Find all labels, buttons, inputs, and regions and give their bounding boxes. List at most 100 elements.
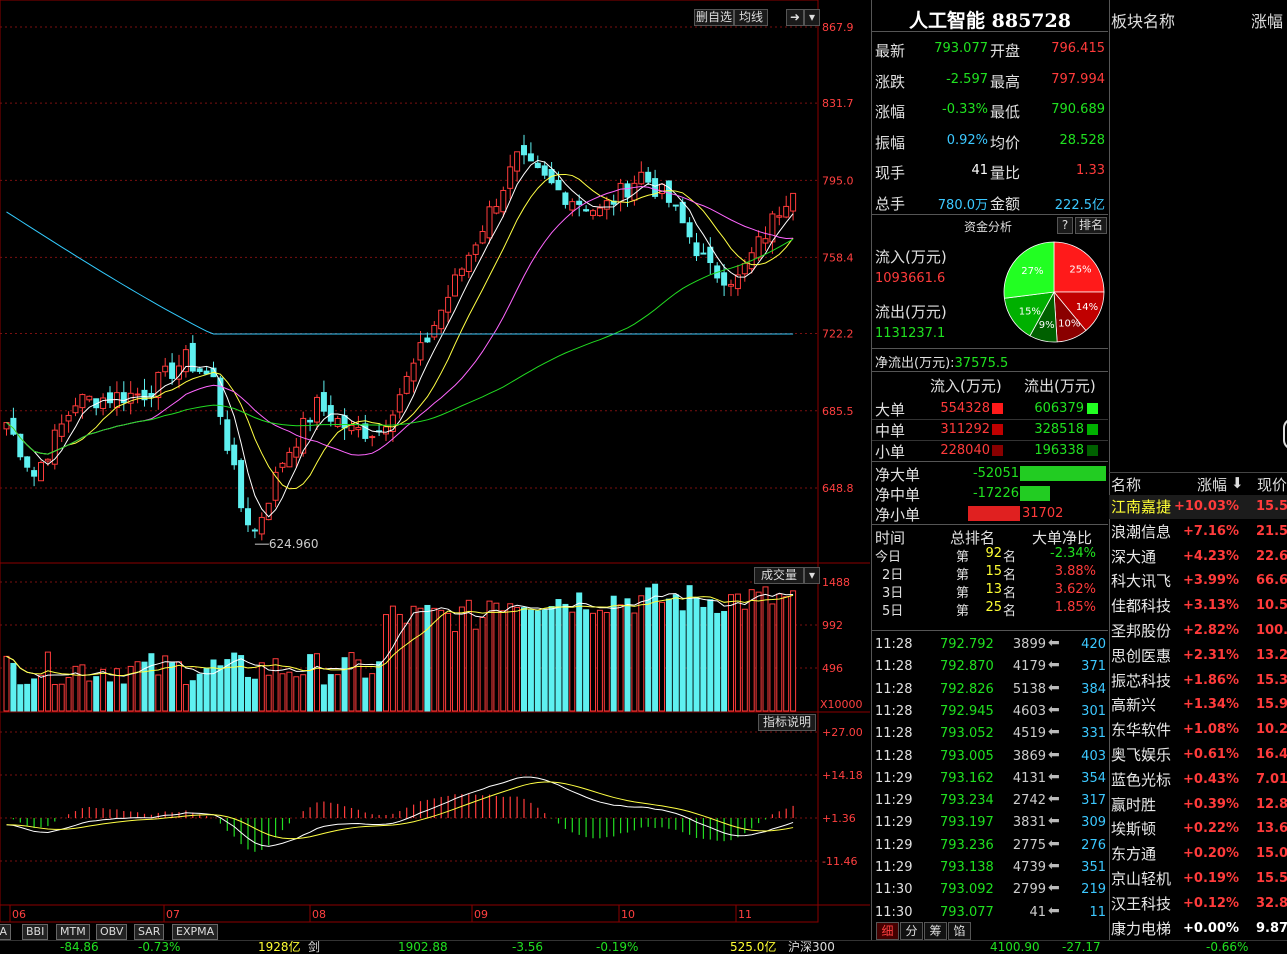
- sector-stock-row[interactable]: 康力电梯 +0.00% 9.87: [1109, 917, 1287, 941]
- sector-stock-row[interactable]: 高新兴 +1.34% 15.94: [1109, 693, 1287, 717]
- detail-tab[interactable]: 馅: [948, 922, 971, 940]
- chart-area[interactable]: 867.9 831.7 795.0 758.4 722.2 685.5 648.8 624.9…: [0, 0, 870, 940]
- candle-body: [527, 153, 534, 162]
- volume-title-button[interactable]: 成交量: [754, 567, 804, 584]
- candle-body: [790, 192, 797, 212]
- volume-bar: [279, 673, 286, 712]
- tick-time: 11:28: [875, 637, 913, 652]
- quote-label: 涨幅: [875, 103, 906, 121]
- tick-volume: 4603: [1012, 703, 1046, 719]
- price-tick-label: 648.8: [822, 482, 854, 495]
- net-label: 净大单: [875, 466, 921, 484]
- fund-pie-chart: 25% 14% 10%9% 15% 27%: [1003, 241, 1105, 343]
- indicator-tab[interactable]: BBI: [22, 924, 49, 940]
- quote-value: 797.994: [1051, 71, 1105, 87]
- candle-body: [659, 183, 665, 195]
- tick-count: 351: [1081, 860, 1106, 875]
- volume-bar: [583, 609, 590, 712]
- price-tick-label: 722.2: [822, 328, 854, 341]
- candle-body: [24, 456, 31, 468]
- volume-bar: [617, 604, 624, 712]
- sector-stock-row[interactable]: 思创医惠 +2.31% 13.29: [1109, 644, 1287, 668]
- ma-line: [6, 173, 794, 490]
- sector-stock-row[interactable]: 科大讯飞 +3.99% 66.67: [1109, 569, 1287, 593]
- sector-stock-row[interactable]: 佳都科技 +3.13% 10.53: [1109, 594, 1287, 618]
- sector-stock-row[interactable]: 埃斯顿 +0.22% 13.67: [1109, 817, 1287, 841]
- volume-bar: [231, 652, 238, 712]
- arrow-left-icon: ⬅: [1048, 746, 1060, 763]
- ma-line: [6, 238, 794, 455]
- tick-count: 384: [1081, 681, 1106, 697]
- tick-count: 371: [1081, 659, 1106, 675]
- del-watch-button[interactable]: 删自选: [694, 9, 734, 26]
- chevron-down-icon[interactable]: ▾: [804, 9, 820, 26]
- detail-tab[interactable]: 筹: [924, 922, 947, 940]
- volume-bar: [51, 684, 58, 712]
- sector-stock-row[interactable]: 汉王科技 +0.12% 32.87: [1109, 892, 1287, 916]
- pie-label: 15%: [1019, 307, 1041, 318]
- stock-change: +2.31%: [1183, 647, 1239, 663]
- candle-body: [403, 375, 410, 394]
- col-change[interactable]: 涨幅: [1197, 476, 1228, 494]
- volume-menu-icon[interactable]: ▾: [804, 567, 820, 584]
- stock-change: +0.20%: [1183, 846, 1239, 862]
- tick-time: 11:29: [875, 815, 913, 831]
- nav-arrow-button[interactable]: ➜: [786, 9, 804, 26]
- quote-row: 总手 780.0万 金额 222.5亿: [872, 189, 1108, 217]
- status-value: 4100.90: [990, 940, 1040, 954]
- sector-stock-row[interactable]: 蓝色光标 +0.43% 7.01: [1109, 768, 1287, 792]
- detail-tab[interactable]: 细: [876, 922, 899, 940]
- sector-stock-row[interactable]: 东华软件 +1.08% 10.27: [1109, 718, 1287, 742]
- candle-body: [679, 201, 686, 224]
- tick-count: 331: [1081, 726, 1106, 742]
- volume-bar: [238, 655, 245, 712]
- indicator-tab[interactable]: SAR: [134, 924, 165, 940]
- col-price[interactable]: 现价: [1257, 476, 1287, 494]
- sector-stock-row[interactable]: 浪潮信息 +7.16% 21.59: [1109, 520, 1287, 544]
- indicator-tab[interactable]: MA: [0, 924, 12, 940]
- candle-body: [217, 377, 224, 417]
- tick-price: 793.092: [940, 882, 994, 898]
- arrow-left-icon: ⬅: [1048, 791, 1060, 808]
- volume-bar: [348, 652, 355, 712]
- stock-name: 思创医惠: [1111, 646, 1172, 665]
- fund-analysis-tab[interactable]: 资金分析: [964, 220, 1013, 234]
- candle-body: [617, 182, 624, 203]
- sector-stock-row[interactable]: 振芯科技 +1.86% 15.32: [1109, 669, 1287, 693]
- quote-row: 涨跌 -2.597 最高 797.994: [872, 67, 1108, 95]
- indicator-tab[interactable]: EXPMA: [172, 924, 219, 940]
- detail-tab[interactable]: 分: [900, 922, 923, 940]
- col-name[interactable]: 名称: [1111, 476, 1142, 494]
- sector-stock-row[interactable]: 赢时胜 +0.39% 12.87: [1109, 793, 1287, 817]
- indicator-tab[interactable]: OBV: [96, 924, 128, 940]
- stock-price: 12.87: [1256, 796, 1287, 812]
- volume-bar: [31, 678, 38, 712]
- ma-line-button[interactable]: 均线: [734, 9, 768, 26]
- stock-change: +0.19%: [1183, 871, 1239, 886]
- sector-stock-row[interactable]: 东方通 +0.20% 15.09: [1109, 842, 1287, 866]
- candle-body: [707, 246, 714, 264]
- rank-number: 25: [985, 600, 1002, 615]
- rank-button[interactable]: 排名: [1075, 217, 1107, 234]
- candle-body: [141, 389, 148, 401]
- sector-stock-row[interactable]: 江南嘉捷+10.03% 15.58: [1109, 495, 1287, 519]
- volume-bar: [741, 608, 748, 712]
- indicator-tab[interactable]: MTM: [56, 924, 90, 940]
- candle-body: [645, 171, 652, 183]
- indicator-help-button[interactable]: 指标说明: [758, 714, 816, 731]
- sector-stock-row[interactable]: 奥飞娱乐 +0.61% 16.40: [1109, 743, 1287, 767]
- help-button[interactable]: ?: [1057, 217, 1073, 234]
- order-out-value: 606379: [1034, 401, 1084, 416]
- order-out-square: [1087, 445, 1098, 456]
- volume-bar: [734, 593, 741, 712]
- volume-bar: [548, 606, 555, 712]
- scroll-handle[interactable]: [1283, 418, 1287, 450]
- sector-stock-row[interactable]: 圣邦股份 +2.82% 100.92: [1109, 619, 1287, 643]
- rank-row: 3日 第 13 名 3.62%: [872, 582, 1108, 601]
- sector-stock-row[interactable]: 京山轻机 +0.19% 15.54: [1109, 867, 1287, 891]
- candle-body: [31, 470, 38, 477]
- candle-body: [182, 349, 189, 373]
- stock-price: 10.53: [1256, 598, 1287, 614]
- sector-stock-row[interactable]: 深大通 +4.23% 22.68: [1109, 545, 1287, 569]
- kline-chart[interactable]: 867.9 831.7 795.0 758.4 722.2 685.5 648.8 624.9…: [0, 0, 870, 940]
